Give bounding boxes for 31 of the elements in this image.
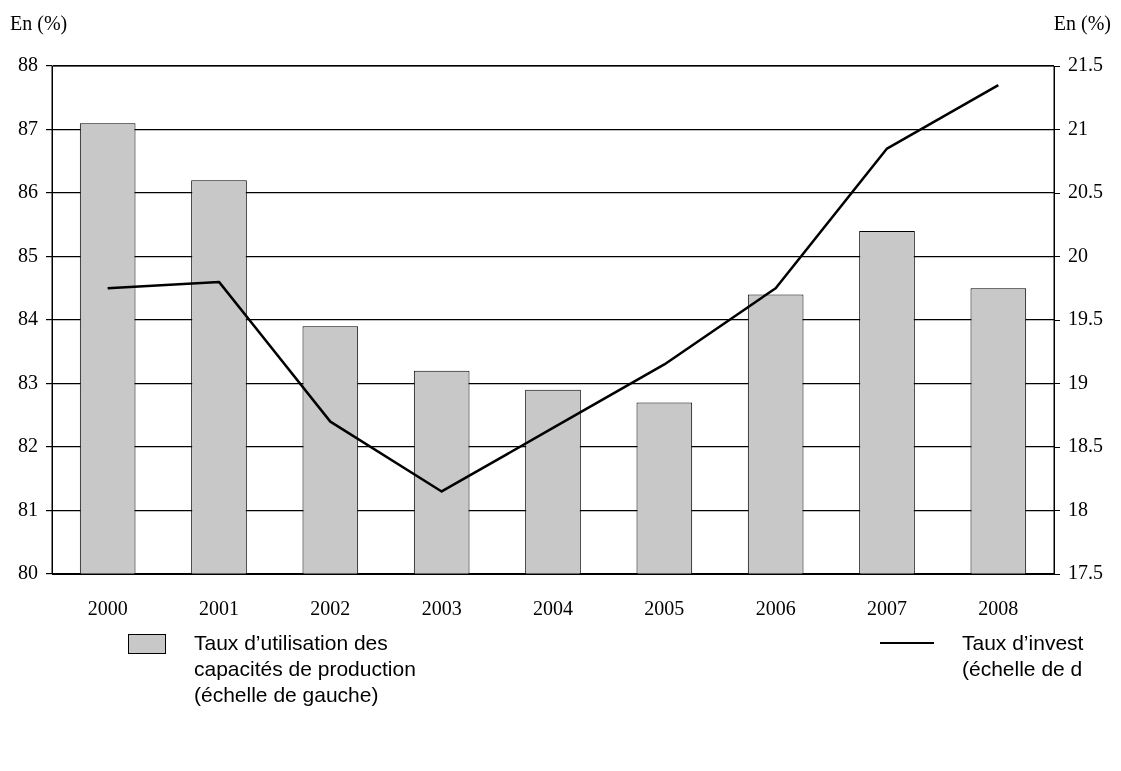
- y2-tick-label: 19.5: [1068, 307, 1103, 330]
- x-tick-label: 2004: [533, 597, 573, 620]
- x-tick-label: 2003: [421, 597, 462, 620]
- y2-tick-label: 18.5: [1068, 434, 1103, 457]
- x-tick-label: 2000: [87, 597, 128, 620]
- legend-label: Taux d’utilisation des capacités de production (échelle de gauche): [194, 630, 417, 708]
- y-tick-label: 86: [18, 180, 38, 203]
- y-tick-label: 88: [18, 53, 38, 76]
- y-tick-label: 87: [18, 116, 38, 139]
- y2-tick-label: 18: [1068, 497, 1088, 520]
- x-tick-label: 2007: [867, 597, 907, 620]
- y2-tick-label: 17.5: [1068, 561, 1103, 584]
- legend-label: Taux d’invest (échelle de d: [962, 630, 1085, 682]
- x-tick-label: 2008: [978, 597, 1019, 620]
- x-tick-label: 2005: [644, 597, 685, 620]
- x-tick-label: 2001: [199, 597, 239, 620]
- y2-tick-label: 20: [1068, 243, 1088, 266]
- y-tick-label: 84: [18, 307, 38, 330]
- y-tick-label: 82: [18, 434, 38, 457]
- y2-axis-title: En (%): [1053, 12, 1111, 35]
- x-tick-label: 2006: [755, 597, 796, 620]
- y2-tick-label: 21: [1068, 116, 1088, 139]
- y-tick-label: 80: [18, 561, 38, 584]
- y-tick-label: 81: [18, 497, 38, 520]
- y2-tick-label: 21.5: [1068, 53, 1103, 76]
- y2-tick-label: 19: [1068, 370, 1088, 393]
- y2-tick-label: 20.5: [1068, 180, 1103, 203]
- y-tick-label: 85: [18, 243, 38, 266]
- y-axis-title: En (%): [10, 12, 68, 35]
- y-tick-label: 83: [18, 370, 38, 393]
- x-tick-label: 2002: [310, 597, 351, 620]
